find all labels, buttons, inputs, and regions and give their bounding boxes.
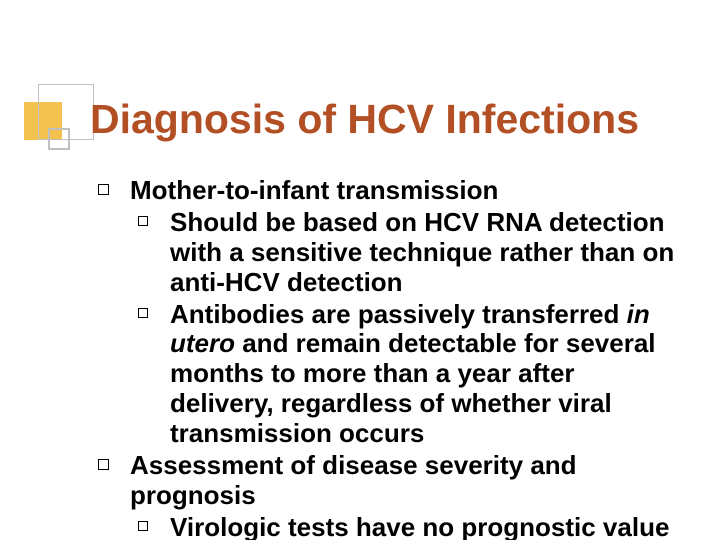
bullet-level1: Assessment of disease severity and progn… — [90, 451, 680, 511]
bullet-text: Virologic tests have no prognostic value — [170, 512, 669, 540]
bullet-level2: Antibodies are passively transferred in … — [90, 300, 680, 449]
bullet-square-icon — [138, 308, 148, 318]
bullet-square-icon — [98, 184, 109, 195]
bullet-text: Antibodies are passively transferred in … — [170, 299, 656, 449]
bullet-text: Should be based on HCV RNA detection wit… — [170, 207, 674, 297]
slide: Diagnosis of HCV Infections Mother-to-in… — [0, 0, 720, 540]
bullet-level2: Should be based on HCV RNA detection wit… — [90, 208, 680, 298]
slide-title: Diagnosis of HCV Infections — [90, 96, 639, 143]
bullet-square-icon — [138, 521, 148, 531]
accent-square-outline-small — [48, 128, 70, 150]
bullet-text: Mother-to-infant transmission — [130, 175, 498, 205]
bullet-level1: Mother-to-infant transmission — [90, 176, 680, 206]
bullet-level2: Virologic tests have no prognostic value — [90, 513, 680, 540]
bullet-square-icon — [98, 459, 109, 470]
bullet-square-icon — [138, 216, 148, 226]
slide-body: Mother-to-infant transmission Should be … — [90, 176, 680, 540]
bullet-text: Assessment of disease severity and progn… — [130, 450, 577, 510]
